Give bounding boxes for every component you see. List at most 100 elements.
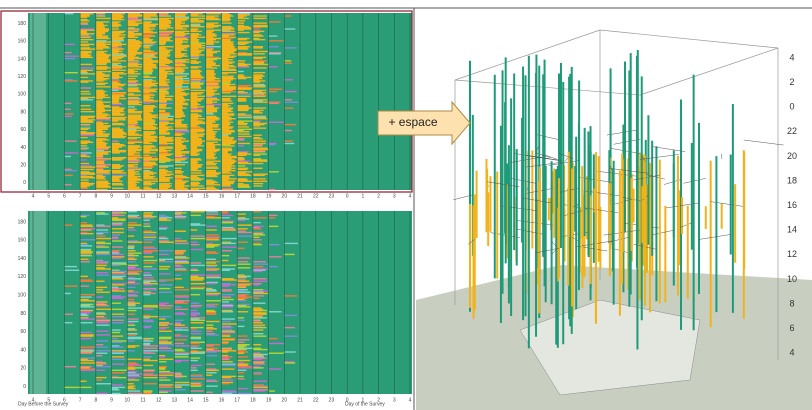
stripe [221, 383, 230, 385]
stripe [80, 132, 96, 134]
stripe [111, 297, 124, 300]
stripe [95, 272, 108, 274]
stripe [158, 15, 171, 17]
stripe [221, 107, 234, 109]
stripe [142, 107, 154, 109]
stripe [221, 123, 231, 126]
stripe [158, 330, 172, 332]
stripe [111, 211, 124, 213]
stripe [95, 303, 107, 306]
stripe [80, 147, 89, 149]
stripe [127, 33, 142, 35]
stripe [127, 41, 142, 43]
stripe [95, 75, 110, 77]
stripe [252, 79, 260, 81]
stripe [190, 118, 205, 120]
stripe [127, 318, 139, 320]
stripe [221, 122, 231, 125]
stripe [174, 372, 181, 374]
stripe [80, 81, 89, 83]
stripe [127, 268, 141, 270]
stripe [237, 158, 245, 160]
stripe [252, 110, 260, 113]
stripe [237, 172, 246, 174]
stripe [205, 36, 214, 38]
stripe [158, 30, 175, 33]
stripe [95, 379, 103, 381]
trip [608, 236, 630, 243]
stripe [221, 16, 231, 18]
stripe [205, 88, 214, 90]
stripe [205, 125, 219, 127]
stripe [205, 142, 214, 145]
stripe [95, 180, 108, 182]
stripe [111, 290, 126, 292]
stripe [80, 54, 92, 56]
x-tick-label: 16 [219, 193, 225, 199]
stripe [221, 103, 229, 106]
stripe [252, 297, 260, 300]
stripe [111, 284, 125, 286]
stripe [158, 92, 169, 94]
stripe [142, 164, 158, 166]
stripe [127, 121, 139, 123]
stripe [111, 34, 126, 36]
stripe [142, 28, 155, 30]
stripe [142, 148, 158, 151]
stripe [174, 289, 190, 291]
stripe [237, 138, 245, 140]
stripe [205, 38, 217, 41]
stripe [111, 112, 121, 114]
stripe [111, 389, 120, 391]
stripe [127, 141, 143, 143]
stripe [221, 348, 232, 351]
stripe [127, 23, 139, 25]
stripe [190, 248, 204, 251]
stripe [221, 64, 234, 67]
x-tick-label: 13 [172, 397, 178, 403]
stripe [80, 303, 94, 306]
stripe [205, 133, 217, 135]
stripe [111, 80, 121, 82]
stripe [80, 69, 93, 72]
stripe [284, 101, 299, 103]
stripe [80, 225, 94, 228]
stripe [127, 166, 138, 168]
stripe [221, 90, 236, 93]
stripe [142, 119, 155, 121]
stripe [205, 87, 219, 89]
stripe [158, 34, 170, 36]
stripe [80, 258, 89, 260]
stripe [205, 23, 215, 25]
stripe [205, 324, 214, 326]
stripe [190, 76, 205, 79]
stripe [237, 392, 252, 395]
x-tick-label: 8 [94, 193, 97, 199]
stripe [158, 69, 165, 72]
stripe [221, 250, 232, 252]
stripe [174, 109, 183, 112]
stripe [221, 269, 231, 271]
stripe [237, 99, 247, 101]
stripe [252, 312, 267, 314]
stripe [205, 113, 214, 115]
stripe [127, 179, 143, 181]
stripe [252, 94, 267, 96]
stripe [64, 224, 73, 226]
stripe [174, 89, 185, 92]
stripe [158, 161, 166, 164]
stripe [174, 83, 183, 86]
stripe [111, 51, 119, 54]
stripe [221, 63, 229, 66]
stripe [252, 77, 263, 80]
stripe [174, 350, 185, 352]
stripe [237, 115, 253, 118]
stripe [221, 242, 236, 245]
stripe [142, 29, 151, 31]
stripe [252, 154, 261, 156]
stripe [190, 95, 205, 97]
stripe [142, 292, 157, 295]
stripe [142, 184, 153, 186]
stripe [221, 27, 234, 29]
stripe [142, 15, 158, 17]
